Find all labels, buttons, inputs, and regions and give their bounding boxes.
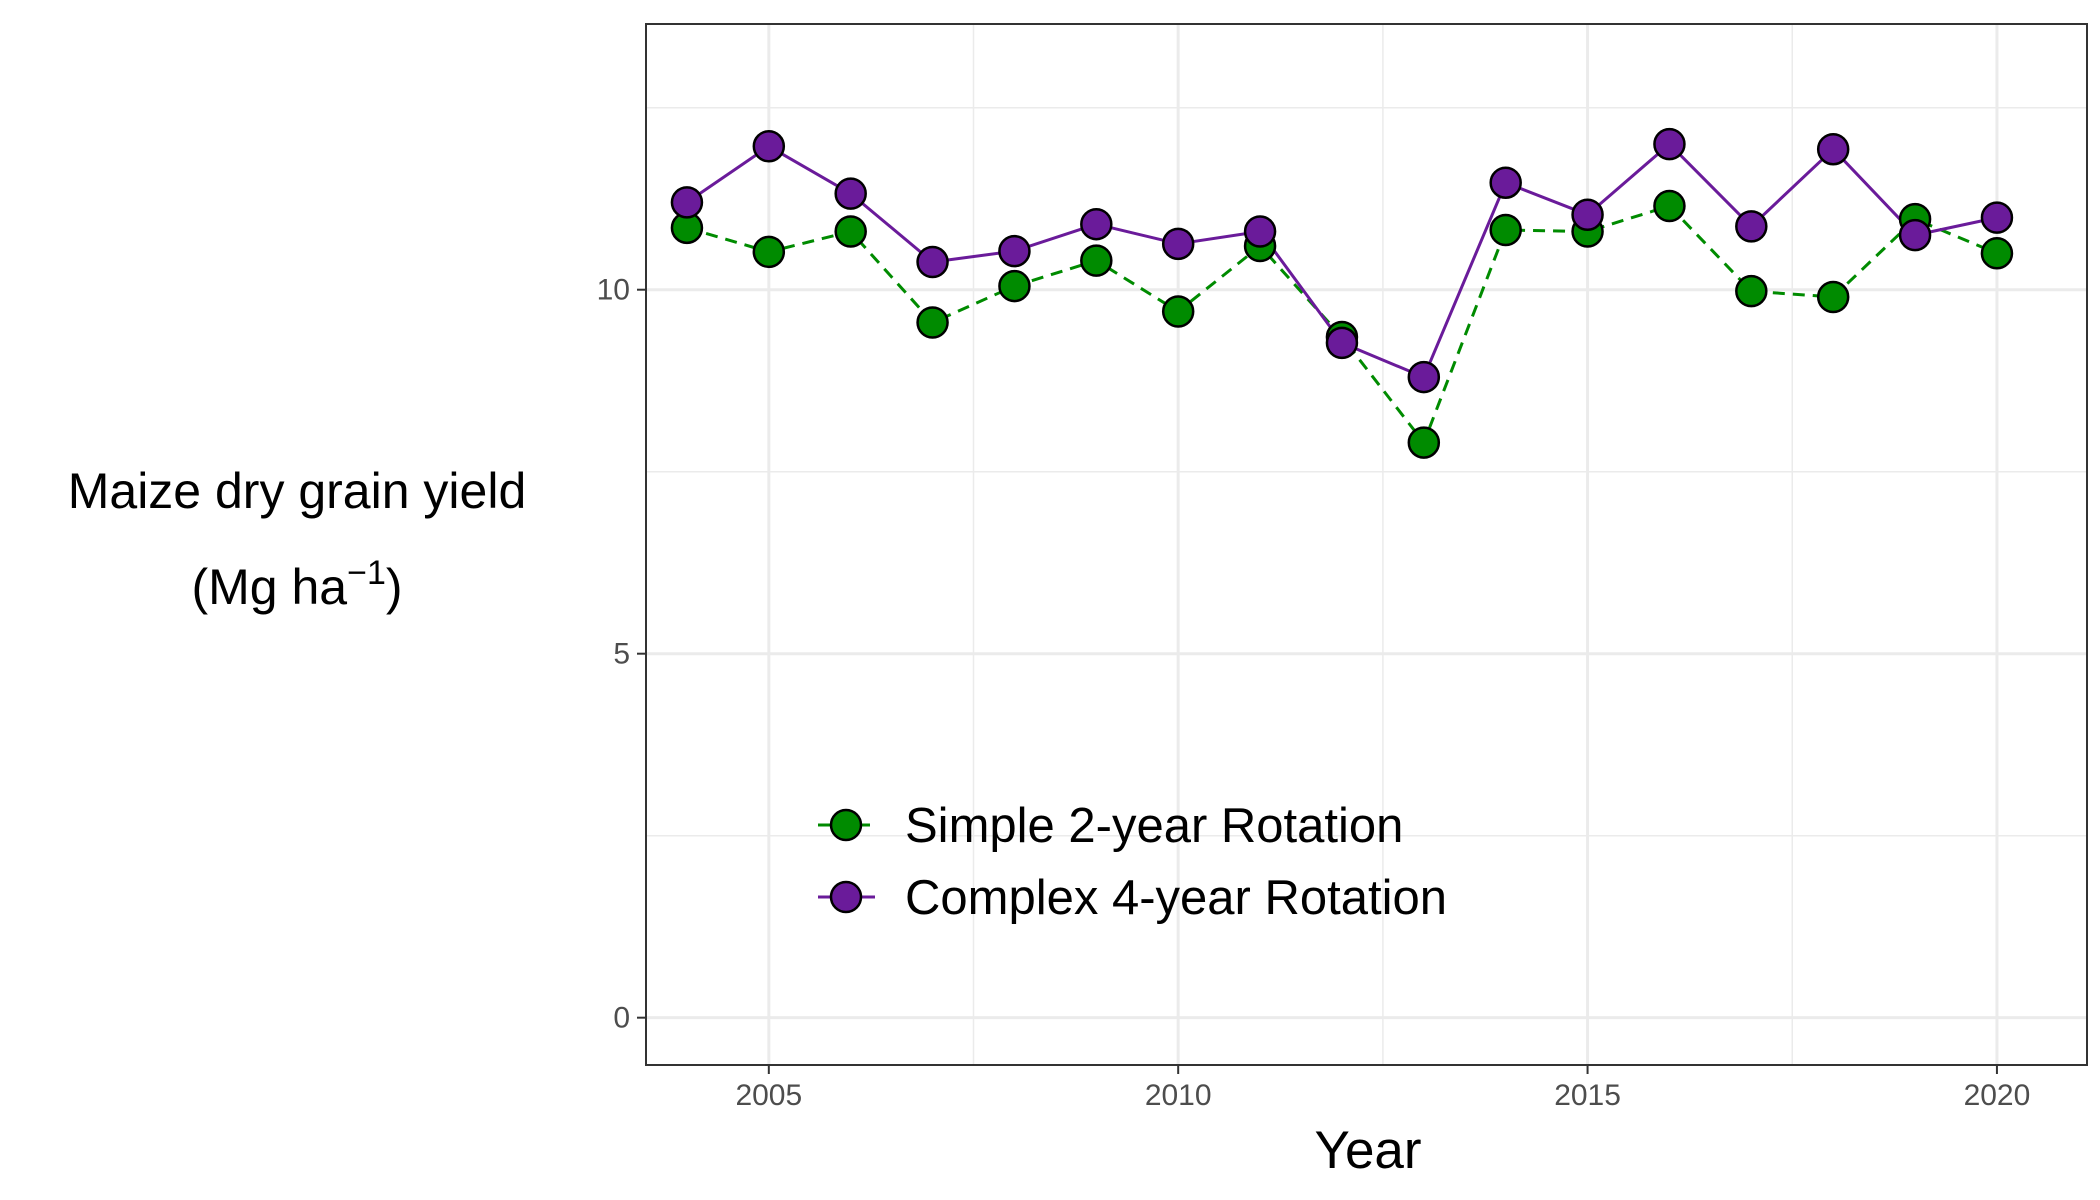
- x-tick-label: 2005: [735, 1079, 802, 1112]
- data-point-series-2: [1980, 201, 2014, 234]
- panel-border: [645, 23, 2088, 1066]
- data-point-series-2: [752, 130, 786, 163]
- data-point-series-1: [834, 215, 867, 248]
- data-point-series-2: [834, 177, 867, 210]
- data-point-series-1: [1489, 213, 1522, 247]
- data-point-series-1: [1980, 237, 2014, 270]
- y-axis-title-unit: (Mg ha: [191, 559, 347, 615]
- data-point-series-2: [1816, 132, 1850, 166]
- x-tick-label: 2015: [1554, 1079, 1621, 1112]
- data-point-series-2: [1735, 210, 1768, 243]
- series-layer: [670, 127, 2014, 459]
- data-point-series-1: [916, 306, 949, 339]
- y-axis-title-line1: Maize dry grain yield: [68, 463, 527, 519]
- data-point-series-1: [752, 235, 786, 269]
- y-tick-label: 10: [597, 274, 630, 307]
- x-axis-title: Year: [1314, 1121, 1421, 1180]
- data-point-series-2: [1571, 198, 1604, 231]
- data-point-series-1: [1161, 295, 1195, 328]
- data-point-series-1: [1080, 244, 1113, 277]
- x-tick-label: 2010: [1145, 1079, 1212, 1112]
- data-point-series-2: [1325, 326, 1359, 360]
- data-point-series-2: [670, 186, 704, 219]
- data-point-series-1: [1653, 189, 1686, 223]
- y-tick-label: 5: [613, 638, 630, 671]
- data-point-series-2: [1161, 227, 1195, 261]
- data-point-series-2: [916, 245, 949, 279]
- x-tick-label: 2020: [1964, 1079, 2031, 1112]
- data-point-series-2: [1489, 166, 1522, 199]
- data-point-series-2: [1653, 127, 1686, 161]
- data-point-series-2: [1898, 218, 1932, 252]
- data-point-series-2: [998, 234, 1031, 268]
- data-point-series-2: [1407, 360, 1441, 394]
- legend-label: Complex 4-year Rotation: [905, 871, 1447, 925]
- data-point-series-1: [1816, 280, 1850, 314]
- axes: 0 5 10 2005 2010 2015 2020: [597, 274, 2031, 1112]
- y-axis-title-exponent: −1: [347, 554, 386, 592]
- data-point-series-1: [1407, 426, 1441, 459]
- y-axis-title-line2: (Mg ha−1): [191, 554, 402, 615]
- data-point-series-1: [998, 269, 1031, 303]
- legend-key-marker: [829, 880, 863, 914]
- legend-label: Simple 2-year Rotation: [905, 799, 1403, 853]
- legend: Simple 2-year Rotation Complex 4-year Rot…: [818, 799, 1447, 925]
- data-point-series-2: [1080, 207, 1113, 241]
- legend-key-marker: [829, 808, 863, 842]
- data-point-series-1: [1735, 274, 1768, 308]
- data-point-series-2: [1243, 215, 1277, 248]
- grid: [646, 24, 2087, 1065]
- y-axis-title-close: ): [386, 559, 403, 615]
- y-tick-label: 0: [613, 1002, 630, 1035]
